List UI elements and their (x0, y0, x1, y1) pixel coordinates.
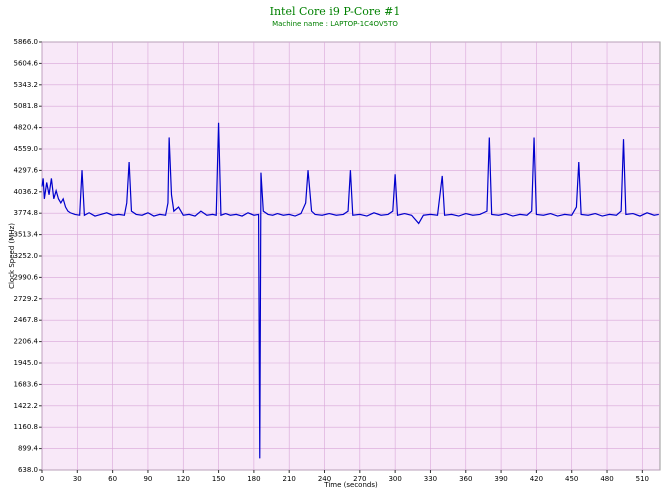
y-tick-label: 2467.8 (14, 316, 39, 324)
x-tick-label: 450 (565, 475, 578, 483)
y-tick-label: 5343.2 (14, 81, 39, 89)
x-tick-label: 120 (177, 475, 190, 483)
y-tick-label: 5081.8 (14, 102, 39, 110)
x-tick-label: 480 (600, 475, 613, 483)
x-tick-label: 210 (283, 475, 296, 483)
y-tick-label: 5866.0 (14, 38, 39, 46)
y-tick-label: 4036.2 (14, 188, 39, 196)
x-tick-label: 510 (636, 475, 649, 483)
y-tick-label: 1422.2 (14, 402, 39, 410)
x-tick-label: 60 (108, 475, 117, 483)
x-tick-label: 390 (494, 475, 507, 483)
data-line (41, 122, 659, 459)
y-tick-label: 2206.4 (14, 338, 39, 346)
x-tick-label: 240 (318, 475, 331, 483)
y-tick-label: 4559.0 (14, 145, 39, 153)
y-tick-label: 899.4 (18, 445, 39, 453)
x-tick-label: 300 (388, 475, 401, 483)
x-tick-label: 90 (143, 475, 152, 483)
y-tick-label: 3513.4 (14, 231, 39, 239)
y-tick-label: 4297.6 (14, 166, 39, 174)
x-tick-label: 330 (424, 475, 437, 483)
y-tick-label: 638.0 (18, 466, 38, 474)
x-tick-label: 360 (459, 475, 472, 483)
y-tick-label: 2990.6 (14, 273, 39, 281)
chart-title: Intel Core i9 P-Core #1 (270, 5, 401, 18)
y-tick-label: 5604.6 (14, 59, 39, 67)
x-tick-label: 0 (40, 475, 44, 483)
x-axis-label: Time (seconds) (323, 481, 378, 489)
x-tick-label: 420 (530, 475, 543, 483)
y-tick-label: 3774.8 (14, 209, 39, 217)
y-tick-label: 3252.0 (14, 252, 39, 260)
x-tick-label: 150 (212, 475, 225, 483)
y-tick-label: 2729.2 (14, 295, 39, 303)
x-tick-label: 30 (73, 475, 82, 483)
x-tick-label: 270 (353, 475, 366, 483)
y-tick-label: 1683.6 (14, 380, 39, 388)
chart-subtitle: Machine name : LAPTOP-1C4OV5TO (272, 20, 398, 28)
y-tick-label: 4820.4 (14, 124, 39, 132)
y-tick-label: 1160.8 (14, 423, 39, 431)
y-axis-label: Clock Speed (MHz) (8, 223, 16, 289)
y-tick-label: 1945.0 (14, 359, 39, 367)
x-tick-label: 180 (247, 475, 260, 483)
